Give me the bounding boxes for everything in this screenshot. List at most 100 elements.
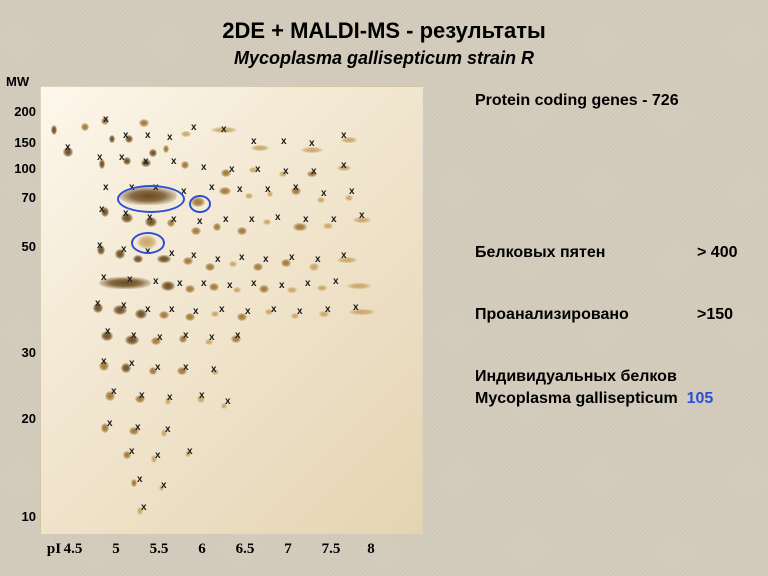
gel-spot: [159, 311, 169, 319]
gel-mark: x: [119, 153, 125, 163]
gel-mark: x: [219, 305, 225, 315]
gel-mark: x: [103, 183, 109, 193]
gel-spot: [163, 145, 169, 153]
gel-mark: x: [245, 307, 251, 317]
page-subtitle: Mycoplasma gallisepticum strain R: [0, 48, 768, 69]
gel-mark: x: [131, 331, 137, 341]
gel-mark: x: [183, 363, 189, 373]
gel-mark: x: [251, 279, 257, 289]
individual-proteins-line1: Индивидуальных белков: [475, 368, 677, 386]
gel-mark: x: [167, 133, 173, 143]
gel-spot: [347, 283, 371, 289]
protein-spots-value: > 400: [697, 244, 737, 262]
gel-mark: x: [235, 331, 241, 341]
individual-proteins-species: Mycoplasma gallisepticum: [475, 390, 678, 407]
gel-mark: x: [353, 303, 359, 313]
gel-mark: x: [107, 419, 113, 429]
gel-mark: x: [311, 167, 317, 177]
gel-mark: x: [153, 277, 159, 287]
gel-mark: x: [135, 423, 141, 433]
gel-mark: x: [167, 393, 173, 403]
gel-mark: x: [183, 331, 189, 341]
gel-mark: x: [305, 279, 311, 289]
gel-mark: x: [341, 131, 347, 141]
gel-mark: x: [321, 189, 327, 199]
gel-mark: x: [197, 217, 203, 227]
gel-image: x x x x x x x x x x x x x x x x x x x x x x x x x x x x x x x x x x x x x x x x…: [40, 86, 423, 534]
gel-spot: [109, 135, 115, 143]
gel-mark: x: [359, 211, 365, 221]
gel-annotation-circle: [117, 185, 185, 213]
gel-mark: x: [283, 167, 289, 177]
gel-mark: x: [165, 425, 171, 435]
pi-tick-6.5: 6.5: [230, 541, 260, 558]
gel-mark: x: [105, 327, 111, 337]
gel-mark: x: [103, 115, 109, 125]
gel-mark: x: [255, 165, 261, 175]
pi-tick-7.5: 7.5: [316, 541, 346, 558]
gel-mark: x: [101, 357, 107, 367]
mw-tick-10: 10: [6, 509, 36, 524]
gel-mark: x: [227, 281, 233, 291]
gel-mark: x: [161, 481, 167, 491]
gel-mark: x: [211, 365, 217, 375]
mw-tick-70: 70: [6, 190, 36, 205]
pi-tick-4.5: 4.5: [58, 541, 88, 558]
gel-mark: x: [229, 165, 235, 175]
gel-mark: x: [249, 215, 255, 225]
pi-tick-6: 6: [187, 541, 217, 558]
gel-annotation-circle: [131, 232, 165, 254]
gel-mark: x: [193, 307, 199, 317]
gel-mark: x: [191, 123, 197, 133]
gel-spot: [139, 119, 149, 127]
gel-spot: [213, 223, 221, 231]
gel-mark: x: [237, 185, 243, 195]
gel-spot: [233, 287, 241, 293]
gel-mark: x: [215, 255, 221, 265]
gel-mark: x: [97, 241, 103, 251]
gel-mark: x: [209, 183, 215, 193]
gel-mark: x: [239, 253, 245, 263]
individual-proteins-count: 105: [687, 390, 714, 407]
gel-mark: x: [251, 137, 257, 147]
mw-tick-100: 100: [6, 161, 36, 176]
mw-tick-20: 20: [6, 411, 36, 426]
gel-mark: x: [129, 359, 135, 369]
gel-mark: x: [281, 137, 287, 147]
gel-mark: x: [123, 209, 129, 219]
gel-mark: x: [325, 305, 331, 315]
gel-mark: x: [293, 183, 299, 193]
gel-mark: x: [171, 215, 177, 225]
gel-mark: x: [65, 143, 71, 153]
gel-mark: x: [187, 447, 193, 457]
gel-mark: x: [169, 305, 175, 315]
mw-tick-200: 200: [6, 104, 36, 119]
gel-mark: x: [111, 387, 117, 397]
gel-mark: x: [349, 187, 355, 197]
mw-tick-150: 150: [6, 135, 36, 150]
gel-spot: [229, 261, 237, 267]
gel-mark: x: [209, 333, 215, 343]
gel-mark: x: [145, 305, 151, 315]
gel-mark: x: [137, 475, 143, 485]
gel-spot: [191, 227, 201, 235]
gel-mark: x: [201, 279, 207, 289]
gel-mark: x: [121, 245, 127, 255]
mw-tick-50: 50: [6, 239, 36, 254]
individual-proteins-line2: Mycoplasma gallisepticum 105: [475, 390, 713, 408]
gel-mark: x: [155, 451, 161, 461]
gel-spot: [219, 187, 231, 195]
gel-mark: x: [341, 161, 347, 171]
gel-mark: x: [271, 305, 277, 315]
gel-mark: x: [191, 251, 197, 261]
gel-mark: x: [169, 249, 175, 259]
gel-mark: x: [315, 255, 321, 265]
protein-coding-genes: Protein coding genes - 726: [475, 92, 679, 110]
gel-mark: x: [97, 153, 103, 163]
gel-mark: x: [263, 255, 269, 265]
gel-spot: [81, 123, 89, 131]
protein-spots-label: Белковых пятен: [475, 244, 605, 262]
gel-annotation-circle: [189, 195, 211, 213]
gel-mark: x: [101, 273, 107, 283]
gel-mark: x: [297, 307, 303, 317]
